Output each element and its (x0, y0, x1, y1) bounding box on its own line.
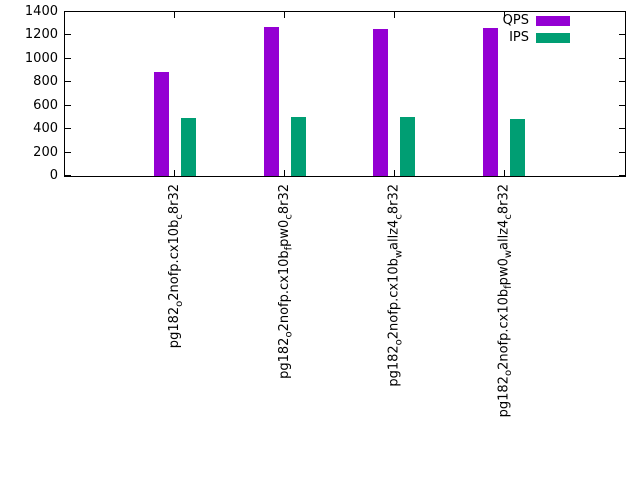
y-tick-label: 1400 (24, 4, 58, 19)
bar-ips (180, 118, 196, 176)
y-tick-label: 600 (33, 97, 58, 113)
x-tick-mark (503, 170, 505, 176)
y-tick-label: 200 (33, 144, 58, 160)
x-tick-mark (393, 12, 395, 18)
bar-qps (263, 27, 279, 176)
y-tick-mark (65, 128, 71, 130)
bar-qps (373, 29, 389, 176)
y-tick-mark (65, 57, 71, 59)
plot-area (64, 11, 626, 177)
bar-qps (153, 71, 169, 176)
y-tick-label: 1000 (24, 50, 58, 66)
x-tick-mark (503, 12, 505, 18)
legend-item: IPS (509, 30, 570, 45)
x-tick-mark (393, 170, 395, 176)
y-tick-mark (619, 81, 625, 83)
y-tick-mark (619, 104, 625, 106)
y-tick-mark (65, 175, 71, 176)
legend-item: QPS (503, 13, 570, 28)
y-tick-label: 1200 (24, 27, 58, 43)
legend-label: QPS (502, 13, 529, 28)
x-tick-label: pg182o2nofp.cx10bc8r32 (166, 184, 185, 349)
y-tick-mark (619, 151, 625, 153)
legend-swatch-ips (536, 32, 570, 43)
y-tick-mark (619, 175, 625, 176)
y-tick-label: 0 (49, 168, 58, 183)
y-tick-label: 800 (33, 74, 58, 90)
bar-qps (483, 27, 499, 176)
y-tick-mark (65, 34, 71, 36)
x-tick-label: pg182o2nofp.cx10bfpw0wallz4c8r32 (496, 184, 514, 418)
y-tick-mark (619, 11, 625, 12)
x-tick-mark (174, 12, 176, 18)
legend-label: IPS (509, 30, 529, 45)
x-tick-mark (284, 170, 286, 176)
y-tick-mark (619, 34, 625, 36)
x-tick-label: pg182o2nofp.cx10bfpw0c8r32 (276, 184, 295, 379)
bar-ips (400, 116, 416, 176)
y-tick-mark (619, 57, 625, 59)
x-tick-label: pg182o2nofp.cx10bwallz4c8r32 (386, 184, 404, 387)
legend: QPS IPS (503, 13, 570, 45)
y-tick-mark (619, 128, 625, 130)
bar-ips (290, 116, 306, 176)
y-tick-mark (65, 81, 71, 83)
legend-swatch-qps (536, 15, 570, 26)
bar-ips (510, 118, 526, 176)
y-tick-mark (65, 11, 71, 12)
y-tick-mark (65, 151, 71, 153)
x-tick-mark (174, 170, 176, 176)
x-tick-mark (284, 12, 286, 18)
y-tick-label: 400 (33, 121, 58, 137)
y-tick-mark (65, 104, 71, 106)
